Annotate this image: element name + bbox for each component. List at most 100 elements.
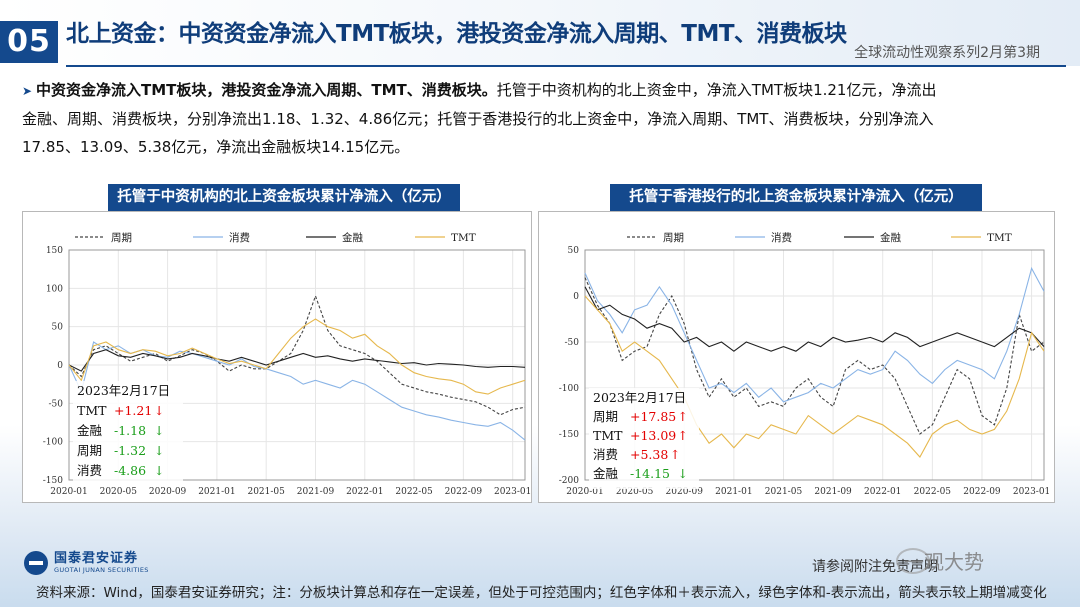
annotation-arrow-icon: ↑ <box>670 447 680 462</box>
annotation-value: -4.86 <box>114 463 146 478</box>
x-tick-label: 2021-05 <box>247 487 285 497</box>
annotation-background <box>589 388 699 489</box>
page-subtitle: 全球流动性观察系列2月第3期 <box>854 45 1040 61</box>
x-tick-label: 2022-05 <box>395 487 433 497</box>
x-tick-label: 2022-01 <box>346 487 383 497</box>
legend-label: 周期 <box>111 232 132 244</box>
series-line-消费 <box>68 341 526 441</box>
annotation-arrow-icon: ↓ <box>154 463 164 478</box>
chart-2: -200 -150 -100 -50 0 50 2020-01 2020-05 2020-09 2… <box>538 211 1055 503</box>
x-tick-label: 2020-05 <box>100 487 138 497</box>
annotation-value: +5.38 <box>630 447 668 462</box>
x-tick-label: 2022-05 <box>914 487 952 497</box>
summary-bold: 中资资金净流入TMT板块，港投资金净流入周期、TMT、消费板块。 <box>36 81 497 99</box>
summary-paragraph: ➤ 中资资金净流入TMT板块，港投资金净流入周期、TMT、消费板块。托管于中资机构… <box>22 76 1052 161</box>
annotation-date: 2023年2月17日 <box>593 390 686 405</box>
chart-1-title: 托管于中资机构的北上资金板块累计净流入（亿元） <box>108 184 460 211</box>
source-note: 资料来源：Wind，国泰君安证券研究；注：分板块计算总和存在一定误差，但处于可控… <box>36 585 1047 601</box>
y-tick-label: -50 <box>49 399 64 409</box>
wechat-watermark-icon <box>896 548 930 574</box>
x-tick-label: 2021-09 <box>297 487 335 497</box>
y-tick-label: 0 <box>573 292 579 302</box>
legend-label: 周期 <box>663 232 684 244</box>
annotation-arrow-icon: ↓ <box>154 443 164 458</box>
series-line-周期 <box>68 294 526 416</box>
x-tick-label: 2023-01 <box>1013 487 1050 497</box>
summary-line3: 17.85、13.09、5.38亿元，净流出金融板块14.15亿元。 <box>22 138 410 156</box>
watermark-text: 一观大势 <box>904 550 984 574</box>
page-title: 北上资金：中资资金净流入TMT板块，港投资金净流入周期、TMT、消费板块 <box>66 21 847 47</box>
annotation-value: -1.32 <box>114 443 146 458</box>
y-tick-label: -100 <box>43 438 63 448</box>
annotation-name: 消费 <box>77 463 102 478</box>
legend-label: 金融 <box>880 231 901 244</box>
annotation-name: 金融 <box>77 423 103 438</box>
annotation-name: TMT <box>593 428 623 443</box>
legend-label: 消费 <box>771 231 792 244</box>
section-number-badge: 05 <box>0 21 58 63</box>
series-line-TMT <box>68 318 526 395</box>
y-tick-label: -100 <box>559 384 579 394</box>
x-tick-label: 2020-09 <box>149 487 187 497</box>
annotation-arrow-icon: ↓ <box>678 466 688 481</box>
annotation-name: 周期 <box>77 443 102 458</box>
x-tick-label: 2022-09 <box>963 487 1001 497</box>
annotation-name: 周期 <box>593 409 618 424</box>
legend-label: 金融 <box>342 231 363 244</box>
annotation-name: TMT <box>77 403 107 418</box>
annotation-background <box>73 381 183 487</box>
series-line-TMT <box>584 295 1045 458</box>
annotation-value: -1.18 <box>114 423 146 438</box>
title-divider <box>66 65 1066 67</box>
y-tick-label: -50 <box>565 338 580 348</box>
x-tick-label: 2021-01 <box>198 487 235 497</box>
annotation-arrow-icon: ↓ <box>154 423 164 438</box>
annotation-name: 金融 <box>593 466 619 481</box>
chart-1-svg: -150 -100 -50 0 50 100 150 2020-01 2020-05 2020-0… <box>43 231 531 497</box>
series-line-金融 <box>68 349 526 372</box>
y-tick-label: 50 <box>52 323 64 333</box>
x-tick-label: 2020-01 <box>50 487 87 497</box>
annotation-date: 2023年2月17日 <box>77 383 170 398</box>
logo-icon <box>24 551 48 575</box>
plot-frame <box>584 249 1045 481</box>
x-tick-label: 2020-01 <box>566 487 603 497</box>
annotation-arrow-icon: ↑ <box>678 409 688 424</box>
y-tick-label: -150 <box>43 476 63 486</box>
bullet-arrow-icon: ➤ <box>22 84 33 98</box>
y-tick-label: 50 <box>568 246 580 256</box>
chart-1: -150 -100 -50 0 50 100 150 2020-01 2020-05 2020-0… <box>22 211 532 503</box>
x-tick-label: 2023-01 <box>494 487 531 497</box>
annotation-value: +13.09 <box>630 428 676 443</box>
legend-label: TMT <box>451 232 476 244</box>
x-tick-label: 2022-01 <box>864 487 901 497</box>
chart-2-svg: -200 -150 -100 -50 0 50 2020-01 2020-05 2020-09 2… <box>559 231 1051 497</box>
annotation-value: +1.21 <box>114 403 152 418</box>
annotation-name: 消费 <box>593 447 618 462</box>
x-tick-label: 2021-05 <box>765 487 803 497</box>
y-tick-label: -150 <box>559 430 579 440</box>
x-tick-label: 2022-09 <box>445 487 483 497</box>
annotation-value: +17.85 <box>630 409 676 424</box>
logo-name-cn: 国泰君安证券 <box>54 551 139 566</box>
chart-2-title: 托管于香港投行的北上资金板块累计净流入（亿元） <box>610 184 982 211</box>
header-band <box>0 0 1080 66</box>
y-tick-label: 0 <box>57 361 63 371</box>
annotation-arrow-icon: ↑ <box>678 428 688 443</box>
x-tick-label: 2021-01 <box>715 487 752 497</box>
series-line-消费 <box>584 266 1045 403</box>
annotation-arrow-icon: ↓ <box>154 403 164 418</box>
y-tick-label: 150 <box>46 246 63 256</box>
annotation-value: -14.15 <box>630 466 670 481</box>
legend-label: TMT <box>987 232 1012 244</box>
x-tick-label: 2021-09 <box>814 487 852 497</box>
y-tick-label: 100 <box>46 284 63 294</box>
logo-name-en: GUOTAI JUNAN SECURITIES <box>54 566 149 574</box>
x-tick-label: 2020-05 <box>616 487 654 497</box>
y-tick-label: -200 <box>559 476 579 486</box>
company-logo: 国泰君安证券 GUOTAI JUNAN SECURITIES <box>24 551 149 575</box>
series-line-金融 <box>584 286 1045 352</box>
x-tick-label: 2020-09 <box>666 487 704 497</box>
summary-line1-rest: 托管于中资机构的北上资金中，净流入TMT板块1.21亿元，净流出 <box>496 81 937 99</box>
legend-label: 消费 <box>229 231 250 244</box>
